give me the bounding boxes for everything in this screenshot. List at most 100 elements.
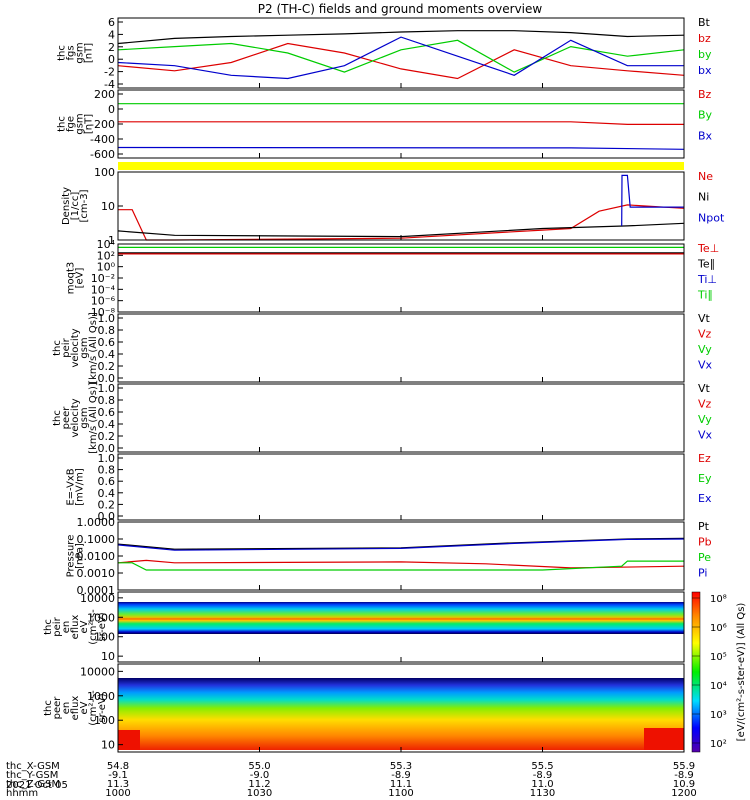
axes-frame — [117, 313, 685, 383]
ytick-label: 0.4 — [98, 418, 116, 431]
ylabel-line: Pressure — [66, 535, 77, 578]
ytick-label: 0.0 — [98, 372, 116, 385]
ytick-label: 1.0000 — [77, 516, 116, 529]
ylabel-line: eflux — [70, 696, 81, 721]
footer-value: 55.5 — [531, 761, 553, 772]
footer-value: -9.0 — [250, 770, 270, 781]
legend-Bz: Bz — [698, 88, 712, 101]
ytick-label: 1000 — [87, 690, 115, 703]
ylabel-line: peir — [52, 616, 63, 636]
legend-Pe: Pe — [698, 551, 711, 564]
series-fgs-by — [117, 39, 685, 73]
axes-frame — [117, 171, 685, 241]
series-fgs-Bt — [117, 30, 685, 45]
ylabel-line: [mV/m] — [75, 468, 86, 506]
footer-value: 10.9 — [673, 779, 695, 790]
ytick-label: 10² — [97, 249, 115, 262]
ytick-label: 0.8 — [98, 464, 116, 477]
ylabel-line: gsm — [75, 42, 86, 63]
legend-By: By — [698, 109, 713, 122]
legend-by: by — [698, 48, 712, 61]
panel-peir_vel: 1.00.80.60.40.20.0 thcpeirvelocitygsm[km/… — [52, 312, 713, 385]
ylabel-line: velocity — [70, 398, 81, 437]
legend-Vx: Vx — [698, 429, 713, 442]
legend-Pb: Pb — [698, 536, 712, 549]
legend-Vy: Vy — [698, 343, 712, 356]
ytick-label: 0.0100 — [77, 550, 116, 563]
colorbar-title: [eV/(cm²-s-ster-eV)] (All Qs) — [736, 603, 747, 742]
legend-bx: bx — [698, 64, 712, 77]
footer-value: 11.1 — [390, 779, 412, 790]
ylabel-line: eflux — [70, 615, 81, 640]
orbit-footer: thc_X-GSMthc_Y-GSMthc_Z-GSMhhmm54.8-9.11… — [6, 761, 697, 799]
ytick-label: 0.6 — [98, 406, 116, 419]
legend-Vt: Vt — [698, 382, 711, 395]
colorbar-label: 10² — [710, 739, 727, 750]
footer-row-label: thc_Y-GSM — [6, 770, 58, 781]
series-fgs-bx — [117, 36, 684, 80]
ytick-label: 0.0010 — [77, 567, 116, 580]
series-pressure-Pe — [118, 560, 684, 571]
series-density-Npot — [621, 174, 684, 226]
ylabel-line: thc — [52, 340, 63, 356]
ytick-label: -2 — [104, 66, 115, 79]
colorbar-label: 10⁴ — [710, 681, 727, 692]
ylabel-line: peer — [52, 696, 63, 720]
ylabel-line: peer — [61, 406, 72, 430]
legend-Pt: Pt — [698, 520, 710, 533]
axes-frame — [117, 453, 685, 521]
ylabel-line: gsm — [75, 113, 86, 134]
panels: 6420-2-4thcfgsgsm[nT]Btbzbybx2000-200-40… — [43, 16, 725, 753]
ytick-label: 0.8 — [98, 324, 116, 337]
ytick-label: 10⁻⁴ — [91, 283, 116, 296]
footer-value: -8.9 — [391, 770, 411, 781]
ylabel-line: eV — [79, 620, 90, 633]
footer-value: 1200 — [671, 788, 696, 799]
series-fge-Bx — [117, 146, 685, 150]
legend-Te∥: Te∥ — [697, 258, 715, 271]
footer-value: 11.3 — [107, 779, 129, 790]
panel-peer_spec: 10000 1000 100 10 thcpeerenefluxeV(cm²-s-sr-… — [43, 663, 685, 753]
legend-Ex: Ex — [698, 492, 712, 505]
figure-title: P2 (TH-C) fields and ground moments over… — [258, 2, 543, 16]
ytick-label: 0.4 — [98, 348, 116, 361]
ytick-label: 10⁴ — [97, 238, 116, 251]
ylabel-line: [nT] — [84, 114, 95, 134]
date-label: 2021 Oct 05 — [6, 780, 68, 791]
ylabel-line: fgs — [66, 45, 77, 60]
ytick-label: 1.0 — [98, 312, 116, 325]
ytick-label: 0.0 — [98, 510, 116, 523]
ylabel-line: [km/s (All Qs)] — [88, 382, 99, 454]
panel-pressure: 1.0000 0.1000 0.0100 0.0010 0.0001Pressure[n… — [66, 516, 712, 597]
legend-Vz: Vz — [698, 328, 712, 341]
ytick-label: 0.6 — [98, 336, 116, 349]
ylabel-line: sr-eV) — [97, 612, 108, 641]
series-density-Ne — [118, 204, 685, 241]
spectrogram-peer_spec — [118, 678, 684, 750]
footer-value: 1030 — [247, 788, 272, 799]
ytick-label: 0.2 — [98, 498, 116, 511]
ylabel-line: [nPa] — [75, 543, 86, 569]
legend-Ti∥: Ti∥ — [697, 289, 713, 302]
footer-value: 11.0 — [531, 779, 553, 790]
panel-peer_vel: 1.00.80.60.40.20.0 thcpeervelocitygsm[km/… — [52, 382, 713, 455]
ylabel-line: [1/cc] — [70, 192, 81, 221]
ytick-label: 100 — [94, 714, 115, 727]
ytick-label: 0.8 — [98, 394, 116, 407]
colorbar-label: 10⁸ — [710, 594, 727, 605]
axes-frame — [117, 521, 685, 591]
ylabel-line: thc — [52, 410, 63, 426]
colorbar-ticks: 10⁸ 10⁶ 10⁵ 10⁴ 10³ 10² — [692, 594, 727, 750]
ylabel-line: en — [61, 702, 72, 715]
footer-value: 55.3 — [390, 761, 412, 772]
colorbar: 10⁸ 10⁶ 10⁵ 10⁴ 10³ 10² [eV/(cm²-s-ster-eV)] … — [691, 591, 747, 753]
ylabel-line: gsm — [79, 337, 90, 358]
ytick-label: -4 — [104, 78, 115, 91]
footer-value: 1000 — [105, 788, 130, 799]
ytick-label: 10 — [101, 200, 115, 213]
ylabel-line: E=-VxB — [66, 468, 77, 505]
footer-row-label: hhmm — [6, 788, 38, 799]
